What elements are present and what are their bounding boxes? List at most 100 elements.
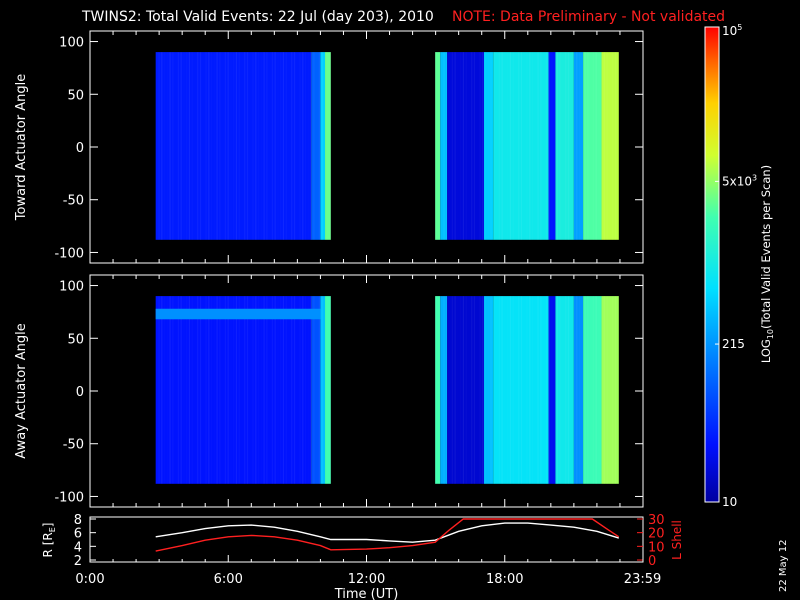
toward-texture-stripe [454,52,456,240]
orbit-x-tick-label: 6:00 [214,572,243,587]
away-heatmap-column [447,296,485,484]
toward-y-tick-label: -50 [63,194,84,209]
toward-texture-stripe [175,52,176,240]
away-heatmap-column [440,296,448,484]
away-texture-stripe [567,296,570,484]
away-texture-stripe [282,296,285,484]
away-texture-stripe [167,296,168,484]
away-texture-stripe [518,296,520,484]
toward-texture-stripe [562,52,563,240]
orbit-left-tick-label: 8 [74,513,82,528]
toward-heatmap-column [583,52,602,240]
away-texture-stripe [277,296,278,484]
orbit-right-tick-label: 0 [648,554,656,569]
away-y-axis-label: Away Actuator Angle [14,323,29,458]
away-texture-stripe [177,296,179,484]
toward-texture-stripe [579,52,580,240]
away-heatmap-column [573,296,584,484]
toward-texture-stripe [499,52,500,240]
toward-heatmap-column [311,52,321,240]
toward-texture-stripe [584,52,586,240]
away-heatmap-column [583,296,602,484]
toward-y-axis-label: Toward Actuator Angle [14,74,29,221]
toward-texture-stripe [567,52,570,240]
away-texture-stripe [435,296,437,484]
away-texture-stripe [477,296,478,484]
away-texture-stripe [590,296,591,484]
toward-texture-stripe [582,52,583,240]
away-texture-stripe [192,296,193,484]
toward-texture-stripe [560,52,561,240]
toward-texture-stripe [438,52,439,240]
toward-texture-stripe [277,52,278,240]
toward-texture-stripe [255,52,257,240]
away-texture-stripe [540,296,542,484]
away-texture-stripe [255,296,257,484]
toward-texture-stripe [449,52,450,240]
toward-heatmap-column [325,52,331,240]
toward-texture-stripe [227,52,229,240]
toward-texture-stripe [308,52,309,240]
away-texture-stripe [548,296,550,484]
toward-texture-stripe [205,52,206,240]
toward-texture-stripe [266,52,267,240]
colorbar-label: LOG10(Total Valid Events per Scan) [759,165,775,363]
toward-y-tick-label: 50 [67,88,84,103]
away-texture-stripe [205,296,206,484]
toward-texture-stripe [219,52,220,240]
away-texture-stripe [244,296,246,484]
l-shell-axis-label: L Shell [670,520,684,560]
toward-texture-stripe [441,52,442,240]
away-texture-stripe [449,296,450,484]
away-texture-stripe [587,296,589,484]
toward-y-tick-label: 0 [76,141,84,156]
away-texture-stripe [161,296,163,484]
away-texture-stripe [532,296,533,484]
away-texture-stripe [216,296,218,484]
away-heatmap-column [311,296,321,484]
away-texture-stripe [546,296,547,484]
away-texture-stripe [509,296,512,484]
toward-texture-stripe [573,52,574,240]
away-texture-stripe [482,296,484,484]
toward-texture-stripe [230,52,231,240]
away-texture-stripe [258,296,259,484]
radius-axis-label: R [RE] [41,523,57,558]
away-texture-stripe [468,296,469,484]
away-texture-stripe [560,296,561,484]
away-texture-stripe [504,296,505,484]
toward-texture-stripe [488,52,489,240]
away-y-tick-label: 50 [67,332,84,347]
toward-texture-stripe [156,52,157,240]
toward-texture-stripe [250,52,251,240]
away-texture-stripe [183,296,184,484]
away-texture-stripe [274,296,276,484]
toward-texture-stripe [180,52,182,240]
toward-texture-stripe [244,52,246,240]
away-texture-stripe [479,296,480,484]
away-texture-stripe [446,296,447,484]
toward-texture-stripe [272,52,273,240]
away-texture-stripe [156,296,157,484]
away-heatmap-column [325,296,331,484]
toward-texture-stripe [462,52,465,240]
toward-texture-stripe [529,52,531,240]
toward-heatmap-column [601,52,619,240]
toward-texture-stripe [329,52,332,240]
toward-texture-stripe [485,52,486,240]
away-texture-stripe [230,296,231,484]
toward-texture-stripe [443,52,445,240]
toward-texture-stripe [186,52,187,240]
away-texture-stripe [308,296,309,484]
toward-texture-stripe [614,52,617,240]
away-heatmap-column [484,296,494,484]
away-texture-stripe [582,296,583,484]
toward-heatmap-column [155,52,312,240]
away-texture-stripe [584,296,586,484]
away-heatmap-column [155,296,312,484]
colorbar-tick-label: 5x103 [722,173,757,188]
toward-texture-stripe [504,52,505,240]
orbit-left-tick-label: 2 [74,554,82,569]
toward-texture-stripe [199,52,202,240]
away-texture-stripe [324,296,325,484]
